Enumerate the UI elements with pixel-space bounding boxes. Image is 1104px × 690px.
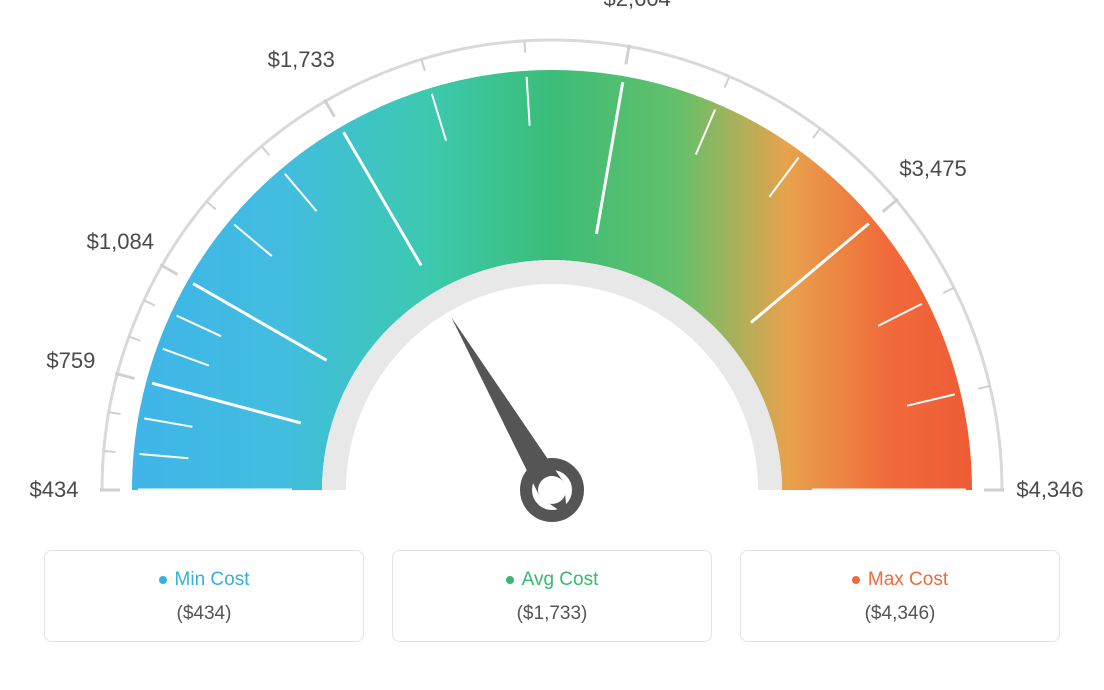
gauge-tick-label: $434 — [30, 477, 79, 503]
legend-title-text: Max Cost — [868, 569, 948, 591]
gauge-chart: $434$759$1,084$1,733$2,604$3,475$4,346 — [22, 20, 1082, 530]
legend-value: ($1,733) — [403, 603, 701, 625]
legend-card: Avg Cost ($1,733) — [392, 550, 712, 642]
gauge-tick-label: $1,733 — [268, 47, 335, 73]
gauge-tick-label: $1,084 — [87, 229, 154, 255]
legend-card: Min Cost ($434) — [44, 550, 364, 642]
legend-dot-icon — [852, 576, 860, 584]
legend-dot-icon — [159, 576, 167, 584]
legend-title-text: Min Cost — [175, 569, 250, 591]
gauge-tick-label: $4,346 — [1016, 477, 1083, 503]
gauge-tick-label: $2,604 — [604, 0, 671, 12]
legend-dot-icon — [506, 576, 514, 584]
legend-title: Avg Cost — [506, 569, 599, 591]
legend-title: Min Cost — [159, 569, 250, 591]
legend-value: ($434) — [55, 603, 353, 625]
gauge-tick-label: $3,475 — [899, 156, 966, 182]
legend-row: Min Cost ($434) Avg Cost ($1,733) Max Cost ($… — [20, 550, 1084, 642]
legend-value: ($4,346) — [751, 603, 1049, 625]
gauge-tick-label: $759 — [46, 348, 95, 374]
gauge-svg — [22, 20, 1082, 530]
legend-card: Max Cost ($4,346) — [740, 550, 1060, 642]
legend-title-text: Avg Cost — [522, 569, 599, 591]
legend-title: Max Cost — [852, 569, 948, 591]
